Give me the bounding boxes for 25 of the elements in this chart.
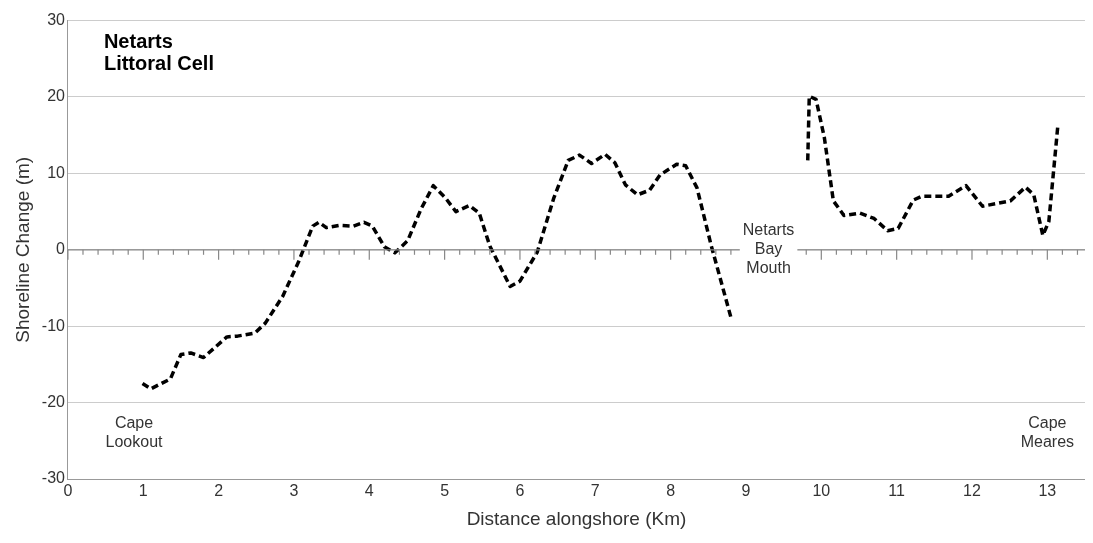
y-tick-label: 10: [47, 163, 66, 181]
x-tick-label: 7: [590, 482, 600, 500]
x-tick-label: 13: [1038, 482, 1057, 500]
x-tick-label: 9: [741, 482, 751, 500]
y-axis-title: Shoreline Change (m): [11, 156, 33, 343]
x-tick-label: 10: [812, 482, 831, 500]
text: Netarts Littoral Cell: [103, 30, 214, 75]
x-tick-label: 11: [888, 482, 906, 500]
annotation: Netarts Bay Mouth: [742, 221, 795, 277]
x-tick-label: 6: [515, 482, 525, 500]
y-tick-label: -20: [41, 393, 66, 411]
y-tick-label: 30: [47, 11, 66, 29]
x-tick-label: 1: [138, 482, 148, 500]
annotation: Cape Meares: [1020, 414, 1075, 451]
x-axis-title: Distance alongshore (Km): [466, 507, 687, 529]
x-tick-label: 3: [289, 482, 299, 500]
x-tick-label: 8: [666, 482, 676, 500]
y-tick-label: 20: [47, 87, 66, 105]
x-tick-label: 12: [963, 482, 981, 500]
y-tick-label: 0: [56, 240, 66, 258]
x-tick-label: 2: [214, 482, 224, 500]
x-tick-label: 4: [364, 482, 374, 500]
y-tick-label: -10: [41, 316, 66, 334]
annotation: Cape Lookout: [105, 414, 164, 451]
x-tick-label: 5: [440, 482, 450, 500]
